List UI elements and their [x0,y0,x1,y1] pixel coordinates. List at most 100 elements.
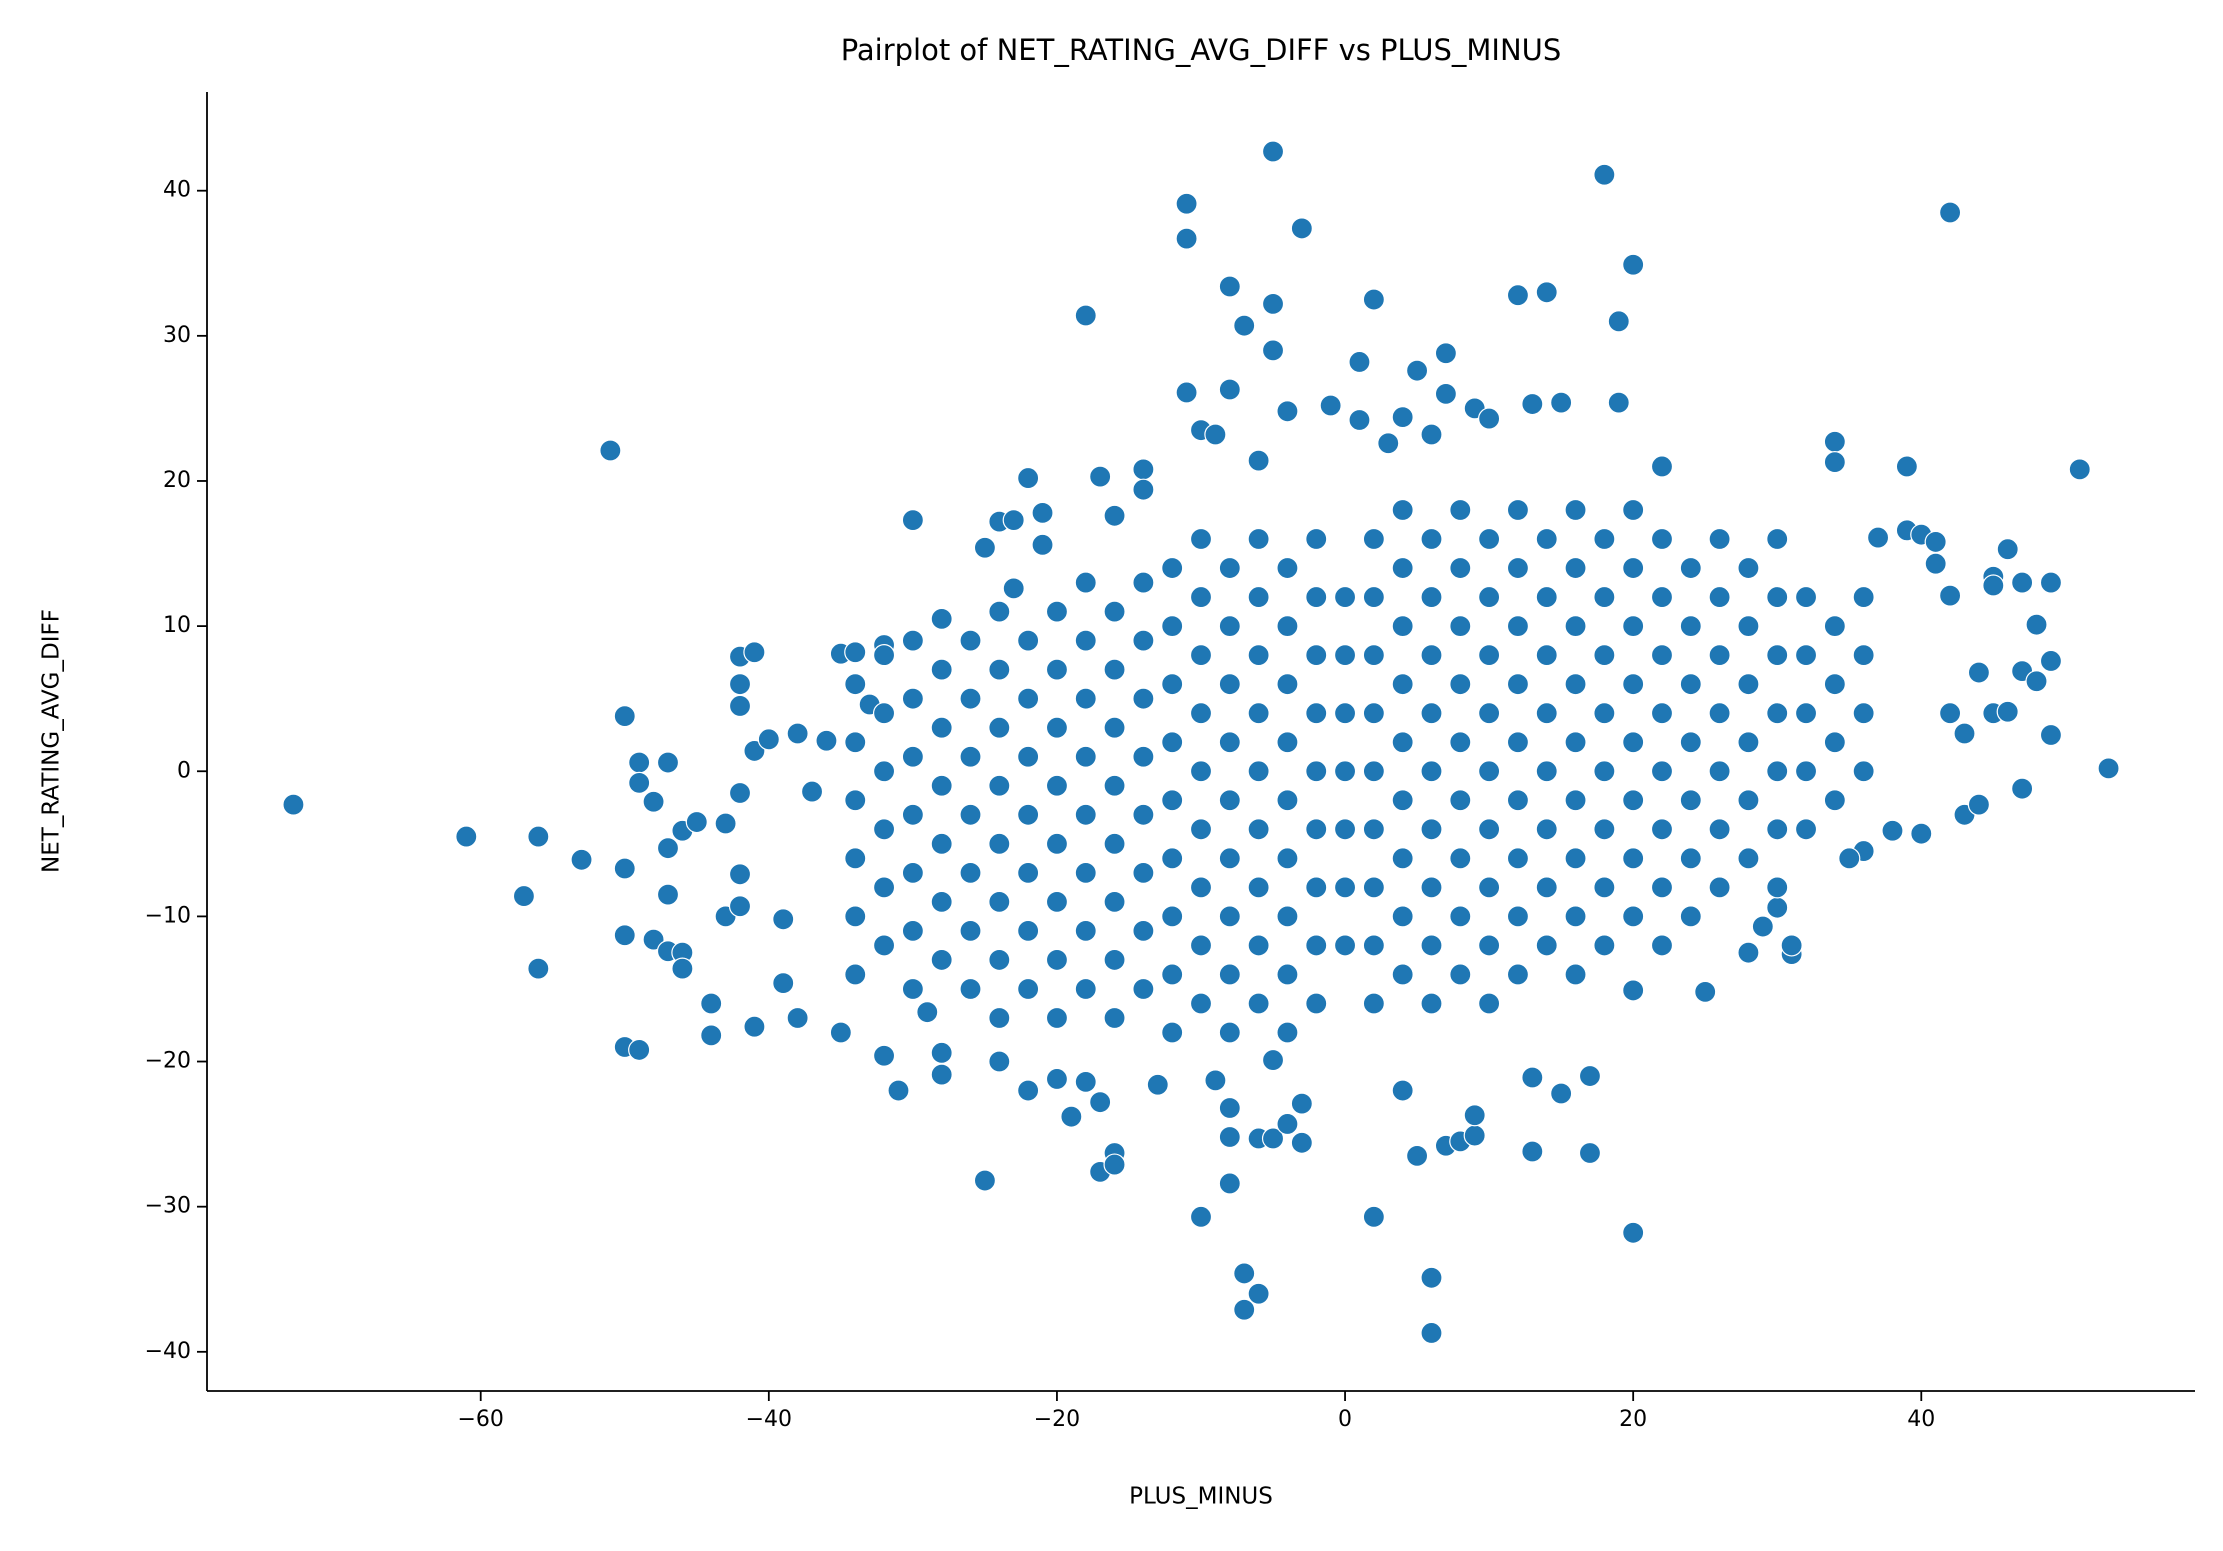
point [1420,760,1443,783]
point [1161,1021,1184,1044]
point [282,793,305,816]
point [1708,760,1731,783]
point [1622,1221,1645,1244]
point [1161,905,1184,928]
point [656,883,680,906]
point [1045,658,1069,681]
point [671,957,694,980]
point [1261,292,1285,316]
point [1233,1262,1256,1285]
point [1823,789,1846,812]
point [1132,458,1155,481]
point [1218,1021,1241,1044]
point [1045,1006,1069,1030]
point [1362,992,1385,1015]
point [988,1006,1011,1030]
point [1593,644,1616,667]
point [1420,1266,1443,1289]
x-axis-label: PLUS_MINUS [1129,1484,1273,1510]
point [1333,760,1357,783]
point [959,629,982,652]
point [1593,818,1616,841]
point [1132,629,1155,652]
point [1650,455,1674,478]
point [1478,644,1501,667]
point [844,847,867,870]
point [642,790,665,813]
point [1074,571,1097,594]
point [700,1024,723,1047]
point [1650,585,1674,609]
point [1449,963,1472,986]
point [2039,723,2063,747]
point [1449,615,1472,638]
point [1189,934,1213,957]
point [844,963,867,986]
point [1737,615,1760,638]
point [1650,934,1674,957]
point [656,837,680,860]
point [1506,498,1530,522]
point [1132,478,1155,501]
point [1377,432,1400,455]
point [1982,574,2005,597]
point [1247,1282,1270,1305]
point [2097,757,2120,780]
point [1189,644,1213,667]
point [1506,731,1530,754]
point [1189,585,1213,609]
point [872,818,896,841]
point [642,928,665,951]
point [1478,876,1501,899]
point [959,803,982,826]
point [2011,777,2034,800]
point [1276,1021,1299,1044]
point [1189,760,1213,783]
point [1550,1082,1573,1105]
point [1794,644,1818,667]
point [988,600,1011,623]
point [1794,818,1818,841]
point [1103,890,1126,913]
point [1910,822,1933,845]
point [1506,673,1530,696]
point [901,977,924,1001]
point [1305,760,1328,783]
point [1031,533,1054,556]
point [1679,731,1702,754]
point [728,673,752,696]
point [1535,818,1558,841]
point [1535,585,1558,609]
point [1305,876,1328,899]
point [1593,702,1616,725]
point [757,728,780,751]
point [1305,702,1328,725]
y-tick-label: 30 [163,323,191,348]
point [1578,1064,1602,1088]
point [1564,905,1587,928]
point [988,948,1011,972]
point [1391,1079,1414,1102]
point [685,810,708,834]
point [1405,1144,1429,1167]
point [1823,451,1846,474]
point [1247,449,1270,472]
point [1146,1073,1169,1096]
y-tick-label: −10 [145,903,191,928]
point [1305,992,1328,1015]
point [1679,615,1702,638]
point [1593,760,1616,783]
point [1622,556,1645,580]
point [1362,644,1385,667]
point [1103,948,1126,972]
point [1866,526,1890,549]
point [1391,847,1414,870]
point [1838,847,1861,870]
point [1161,673,1184,696]
point [1103,600,1126,623]
point [512,884,536,908]
y-tick-label: 20 [163,468,191,493]
point [1607,391,1630,414]
point [1780,934,1803,957]
point [1074,304,1097,327]
